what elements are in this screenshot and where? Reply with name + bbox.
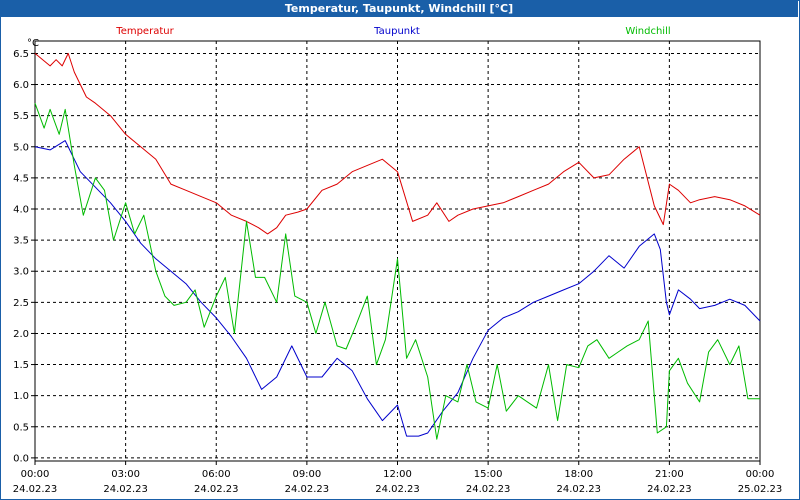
x-tick-time: 21:00 xyxy=(655,469,684,480)
legend-temperatur: Temperatur xyxy=(115,26,174,37)
y-tick-label: 3.0 xyxy=(13,267,29,278)
x-tick-time: 18:00 xyxy=(564,469,593,480)
y-tick-label: 3.5 xyxy=(13,236,29,247)
x-tick-time: 00:00 xyxy=(21,469,50,480)
y-tick-label: 0.5 xyxy=(13,422,29,433)
x-tick-time: 06:00 xyxy=(202,469,231,480)
x-tick-date: 24.02.23 xyxy=(13,484,58,495)
x-tick-date: 24.02.23 xyxy=(647,484,692,495)
y-tick-label: 5.0 xyxy=(13,142,29,153)
y-tick-label: 4.0 xyxy=(13,205,29,216)
series-line-temperatur xyxy=(34,52,761,235)
y-axis-ticks: 0.0 0.5 1.0 1.5 2.0 2.5 3.0 3.5 4.0 4.5 5.0 5.5 6.0 6… xyxy=(13,49,35,464)
x-tick-time: 12:00 xyxy=(383,469,412,480)
y-tick-label: 6.0 xyxy=(13,80,29,91)
x-tick-date: 25.02.23 xyxy=(738,484,783,495)
y-tick-label: 5.5 xyxy=(13,111,29,122)
x-tick-date: 24.02.23 xyxy=(556,484,601,495)
legend-windchill: Windchill xyxy=(625,26,670,37)
x-tick-date: 24.02.23 xyxy=(375,484,420,495)
series-line-taupunkt xyxy=(34,140,761,437)
series-line-windchill xyxy=(34,103,760,440)
x-tick-date: 24.02.23 xyxy=(194,484,239,495)
x-tick-time: 03:00 xyxy=(111,469,140,480)
x-tick-date: 24.02.23 xyxy=(466,484,511,495)
series-lines xyxy=(34,52,761,440)
y-tick-label: 1.5 xyxy=(13,360,29,371)
x-tick-time: 09:00 xyxy=(292,469,321,480)
y-tick-label: 2.0 xyxy=(13,329,29,340)
x-tick-date: 24.02.23 xyxy=(103,484,148,495)
x-tick-time: 00:00 xyxy=(746,469,775,480)
y-axis-label: °C xyxy=(27,38,39,49)
y-tick-label: 4.5 xyxy=(13,173,29,184)
grid-lines xyxy=(35,41,760,461)
x-tick-date: 24.02.23 xyxy=(285,484,330,495)
y-tick-label: 0.0 xyxy=(13,453,29,464)
y-tick-label: 1.0 xyxy=(13,391,29,402)
legend: Temperatur Taupunkt Windchill xyxy=(115,26,670,37)
y-tick-label: 2.5 xyxy=(13,298,29,309)
legend-taupunkt: Taupunkt xyxy=(373,26,420,37)
y-tick-label: 6.5 xyxy=(13,49,29,60)
x-tick-time: 15:00 xyxy=(474,469,503,480)
x-axis-ticks: 00:00 24.02.23 03:00 24.02.23 06:00 24.02.23 0… xyxy=(13,461,783,495)
chart-title: Temperatur, Taupunkt, Windchill [°C] xyxy=(0,0,798,17)
